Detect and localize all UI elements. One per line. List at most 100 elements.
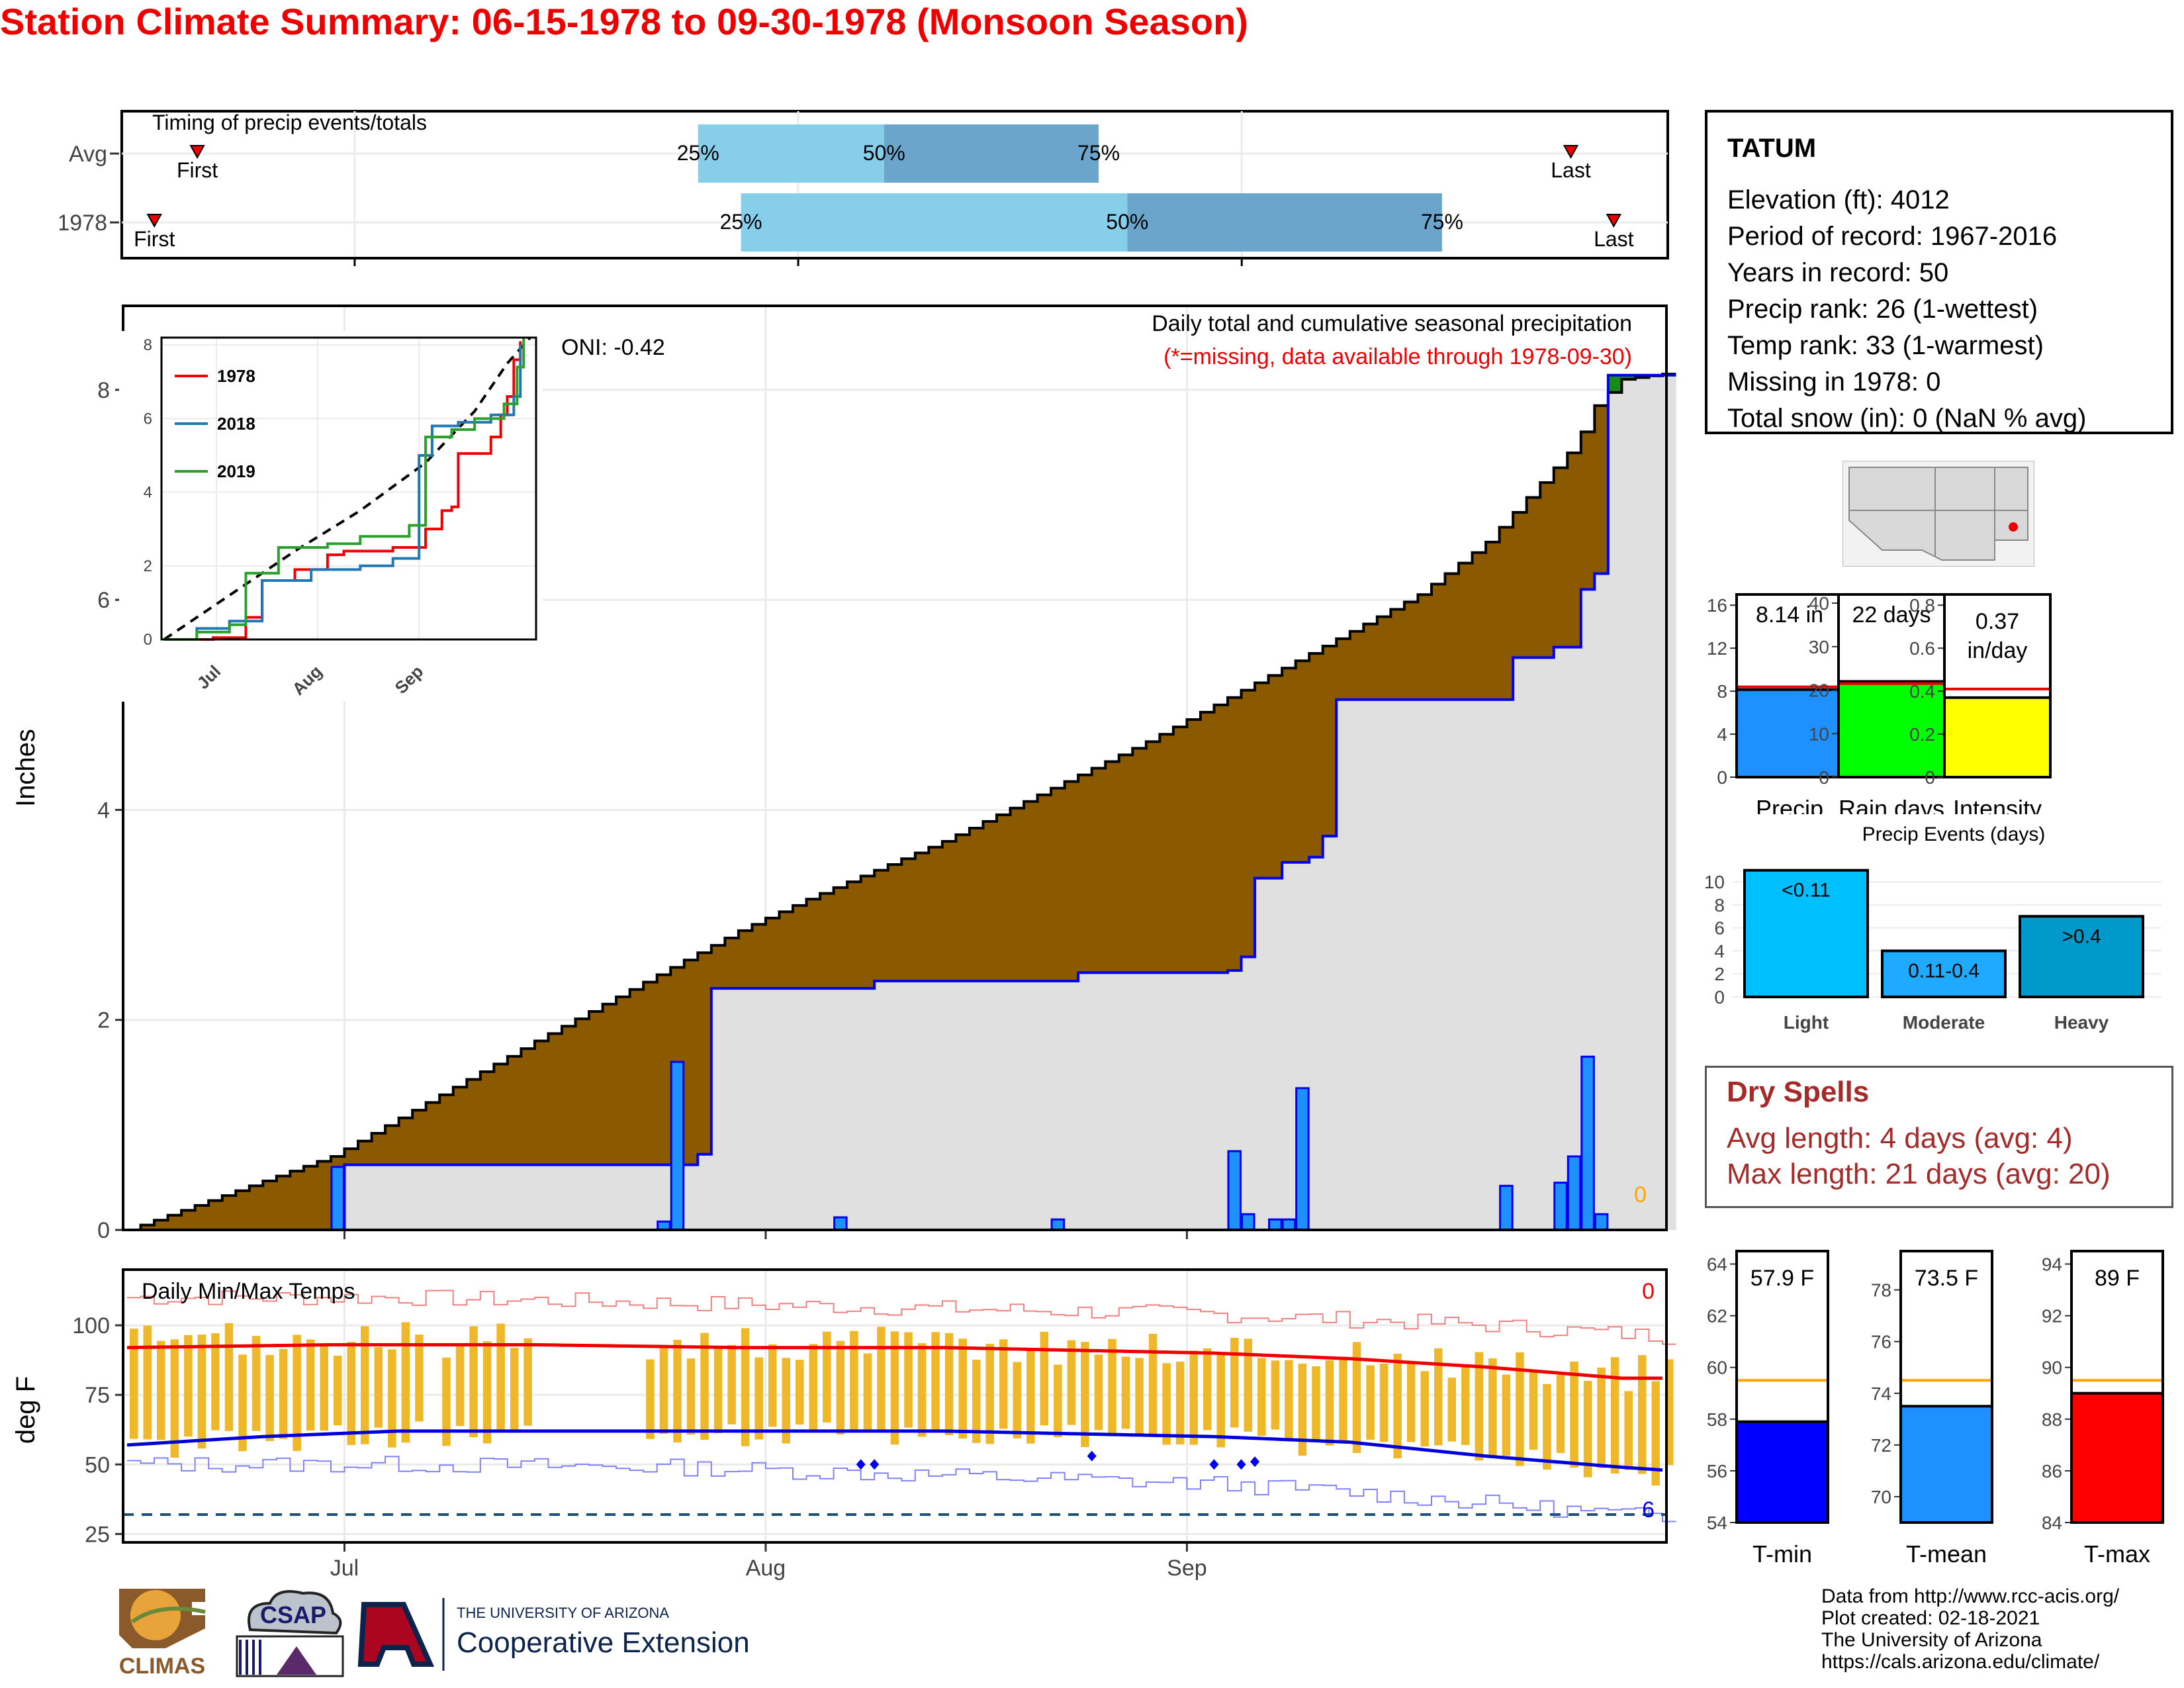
summary-rain-days-tick-label: 10 xyxy=(1809,724,1829,744)
summary-precip-tick-label: 8 xyxy=(1717,681,1727,702)
ua-large-text: Cooperative Extension xyxy=(457,1626,750,1659)
summary-rain-days-value-bar xyxy=(1837,680,1946,778)
daily-temp-bar xyxy=(469,1326,478,1438)
record-low-marker xyxy=(1087,1450,1097,1462)
temp-summary-t-mean-label: T-mean xyxy=(1906,1540,1987,1568)
credit-plot-created: Plot created: 02-18-2021 xyxy=(1821,1607,2040,1629)
dry-spells-title: Dry Spells xyxy=(1727,1076,1870,1108)
daily-temp-bar xyxy=(646,1359,655,1439)
daily-precip-bar xyxy=(1580,1055,1595,1231)
daily-temp-bar xyxy=(251,1336,261,1431)
daily-precip-bar xyxy=(670,1060,685,1231)
temp-summary-t-mean-value-text: 73.5 F xyxy=(1915,1266,1978,1291)
temp-x-tick-label: Aug xyxy=(746,1556,786,1581)
daily-temp-bar xyxy=(482,1341,492,1444)
summary-intensity-tick-label: 0.4 xyxy=(1909,681,1935,702)
daily-precip-bar xyxy=(1567,1155,1582,1231)
temp-rank-line: Temp rank: 33 (1-warmest) xyxy=(1727,331,2044,360)
daily-temp-bar xyxy=(265,1354,274,1441)
daily-temp-bar xyxy=(1379,1363,1388,1442)
snow-line: Total snow (in): 0 (NaN % avg) xyxy=(1727,404,2087,433)
daily-temp-bar xyxy=(1067,1340,1076,1425)
daily-temp-bar xyxy=(1054,1364,1062,1438)
temp-summary-t-mean-tick-label: 74 xyxy=(1871,1383,1891,1404)
daily-temp-bar xyxy=(836,1340,845,1435)
inset-series-2019 xyxy=(164,338,525,641)
events-title: Precip Events (days) xyxy=(1862,823,2046,845)
temp-summary-t-min-tick-label: 56 xyxy=(1707,1461,1727,1481)
precip-frame xyxy=(122,305,1668,1231)
events-bar-label: 0.11-0.4 xyxy=(1908,960,1979,982)
summary-intensity-tick-label: 0.6 xyxy=(1909,638,1935,659)
first-label: First xyxy=(177,158,218,182)
temp-summary-t-max-tick-label: 86 xyxy=(2042,1461,2062,1481)
daily-temp-bar xyxy=(1570,1361,1578,1468)
timeline-q75-label: 75% xyxy=(1421,210,1463,234)
daily-temp-bar xyxy=(143,1325,152,1440)
daily-temp-bar xyxy=(917,1343,927,1437)
daily-temp-bar xyxy=(754,1357,763,1440)
daily-temp-bar xyxy=(293,1335,301,1452)
missing-line: Missing in 1978: 0 xyxy=(1727,367,1941,397)
summary-intensity-value-bar xyxy=(1943,696,2052,778)
summary-precip-value-text: 8.14 in xyxy=(1756,602,1823,628)
summary-rain-days-value-text: 22 days xyxy=(1852,602,1931,628)
temp-y-tick-label: 50 xyxy=(85,1452,110,1477)
daily-temp-bar xyxy=(361,1326,369,1444)
daily-temp-bar xyxy=(1406,1362,1416,1442)
timeline-bar-50-75 xyxy=(1127,193,1442,252)
record-max-line xyxy=(127,1289,1676,1345)
temp-x-tick-label: Jul xyxy=(330,1556,359,1581)
summary-precip-tick-label: 16 xyxy=(1707,595,1727,616)
daily-temp-bar xyxy=(1230,1337,1239,1428)
daily-temp-bar xyxy=(1637,1355,1647,1474)
temp-summary-t-max-label: T-max xyxy=(2084,1540,2150,1568)
precip-events-chart: Precip Events (days) 0 2 46 8 10 <0.11 Light 0.1… xyxy=(1704,823,2161,1033)
daily-temp-bar xyxy=(1203,1348,1212,1430)
csap-logo: CSAP xyxy=(236,1590,344,1677)
temp-summary-t-max-tick-label: 90 xyxy=(2042,1358,2062,1378)
inset-legend-label: 2018 xyxy=(217,414,255,434)
precip-y-tick-label: 0 xyxy=(97,1218,110,1243)
daily-temp-bar xyxy=(1148,1333,1158,1435)
daily-temp-bar xyxy=(890,1331,899,1445)
temp-summary-t-max-value-bar xyxy=(2070,1391,2164,1524)
daily-temp-bar xyxy=(782,1358,791,1444)
daily-precip-bar xyxy=(1295,1087,1310,1231)
daily-temp-bar xyxy=(170,1339,179,1458)
timeline-q75-label: 75% xyxy=(1077,141,1120,165)
daily-precip-bar xyxy=(1268,1218,1283,1231)
timeline-q50-label: 50% xyxy=(863,141,905,165)
daily-temp-bar xyxy=(1325,1360,1334,1446)
events-bar-heavy xyxy=(2019,915,2144,998)
daily-temp-bar xyxy=(944,1333,954,1436)
temperature-summary-charts: 54 56 58 60 62 64 T-min 57.9 F 70 72 74 76 78 T-mean 7… xyxy=(1707,1250,2164,1568)
daily-temp-bar xyxy=(1257,1358,1266,1436)
ua-small-text: THE UNIVERSITY OF ARIZONA xyxy=(457,1605,669,1621)
temp-summary-t-min-tick-label: 60 xyxy=(1707,1358,1727,1378)
temp-summary-t-mean-tick-label: 78 xyxy=(1871,1280,1891,1301)
daily-temp-bar xyxy=(1094,1354,1103,1430)
daily-temp-bar xyxy=(455,1344,465,1427)
daily-precip-bar xyxy=(1553,1182,1568,1231)
daily-temp-bar xyxy=(496,1323,505,1431)
temp-summary-t-min-value-text: 57.9 F xyxy=(1751,1266,1814,1291)
region-shape xyxy=(1848,467,2028,561)
timeline-bar-50-75 xyxy=(884,124,1099,183)
inset-y-tick-label: 6 xyxy=(144,410,152,428)
daily-temp-bar xyxy=(999,1339,1008,1429)
temp-frame xyxy=(122,1268,1668,1544)
events-tick-label: 10 xyxy=(1704,872,1725,892)
temp-summary-t-min-tick-label: 58 xyxy=(1707,1409,1727,1430)
events-category-label: Heavy xyxy=(2054,1012,2109,1033)
last-marker xyxy=(1563,145,1579,160)
summary-precip-label: Precip xyxy=(1756,795,1823,814)
temp-summary-t-max-tick-label: 94 xyxy=(2042,1254,2062,1275)
daily-temp-bar xyxy=(442,1357,451,1446)
daily-temp-bar xyxy=(958,1338,967,1439)
daily-temp-bar xyxy=(1651,1381,1660,1486)
temp-x-tick-label: Sep xyxy=(1167,1556,1207,1581)
daily-temp-bar xyxy=(1516,1352,1524,1466)
precip-missing-count: 0 xyxy=(1634,1182,1647,1207)
record-low-marker xyxy=(870,1459,880,1470)
